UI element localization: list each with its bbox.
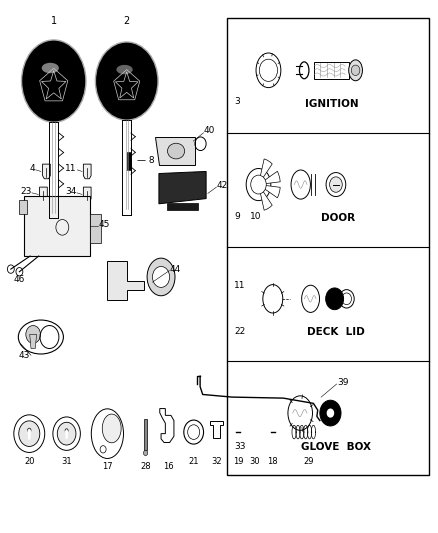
Circle shape: [326, 288, 343, 310]
Ellipse shape: [147, 258, 175, 296]
Ellipse shape: [302, 285, 319, 312]
Ellipse shape: [288, 396, 312, 430]
Polygon shape: [42, 164, 50, 179]
Bar: [251, 424, 257, 439]
Circle shape: [100, 446, 106, 453]
Text: 44: 44: [170, 264, 181, 273]
Polygon shape: [28, 430, 31, 440]
Ellipse shape: [42, 63, 59, 73]
Text: 22: 22: [234, 327, 246, 336]
Text: 19: 19: [233, 457, 243, 466]
Ellipse shape: [256, 53, 281, 87]
Text: 45: 45: [99, 220, 110, 229]
Ellipse shape: [291, 170, 311, 199]
Circle shape: [327, 408, 334, 418]
Ellipse shape: [21, 40, 86, 122]
Text: 30: 30: [249, 457, 259, 466]
Ellipse shape: [65, 429, 68, 432]
Circle shape: [14, 415, 45, 453]
Text: 4: 4: [30, 164, 35, 173]
Bar: [24, 196, 90, 256]
Text: 16: 16: [163, 463, 173, 471]
Bar: [127, 151, 131, 170]
Ellipse shape: [28, 428, 31, 432]
Text: 29: 29: [304, 457, 314, 466]
Text: 23: 23: [20, 187, 32, 196]
Wedge shape: [258, 184, 280, 198]
Ellipse shape: [18, 320, 64, 354]
Ellipse shape: [263, 285, 283, 313]
Text: 17: 17: [102, 463, 113, 471]
Circle shape: [152, 266, 170, 287]
Text: 39: 39: [337, 378, 349, 387]
Text: 34: 34: [65, 187, 77, 196]
Bar: [314, 62, 349, 79]
Polygon shape: [107, 261, 144, 301]
Circle shape: [53, 417, 80, 450]
Ellipse shape: [95, 42, 158, 120]
Circle shape: [7, 265, 14, 273]
Text: 31: 31: [61, 457, 72, 466]
Polygon shape: [159, 172, 206, 204]
Polygon shape: [39, 187, 47, 201]
Bar: [167, 203, 198, 210]
Text: 32: 32: [211, 457, 222, 466]
Text: 43: 43: [19, 351, 30, 360]
Ellipse shape: [349, 60, 362, 80]
Circle shape: [16, 268, 23, 276]
Bar: [227, 19, 429, 475]
Text: DECK  LID: DECK LID: [307, 327, 365, 337]
Circle shape: [320, 400, 341, 426]
Ellipse shape: [117, 65, 133, 74]
Text: 46: 46: [14, 274, 25, 284]
Text: 10: 10: [251, 212, 262, 221]
Polygon shape: [209, 421, 223, 438]
Text: — 8: — 8: [138, 157, 155, 165]
Text: 33: 33: [234, 442, 246, 450]
Text: 2: 2: [124, 16, 130, 26]
Polygon shape: [83, 187, 91, 201]
Circle shape: [326, 173, 346, 197]
Circle shape: [251, 175, 266, 194]
Text: 11: 11: [234, 281, 246, 290]
Text: 3: 3: [234, 97, 240, 106]
Ellipse shape: [102, 414, 121, 443]
Text: 11: 11: [65, 164, 77, 173]
Circle shape: [19, 421, 40, 447]
Text: 40: 40: [204, 126, 215, 135]
Text: 21: 21: [188, 457, 199, 466]
Text: 20: 20: [24, 457, 35, 466]
Bar: [90, 214, 101, 243]
Circle shape: [329, 177, 342, 192]
Polygon shape: [155, 138, 195, 165]
Circle shape: [26, 326, 40, 343]
Text: 28: 28: [140, 463, 151, 471]
Polygon shape: [160, 409, 174, 442]
Wedge shape: [258, 171, 280, 184]
Wedge shape: [258, 184, 272, 210]
Text: 18: 18: [267, 457, 278, 466]
Polygon shape: [65, 431, 68, 439]
Text: GLOVE  BOX: GLOVE BOX: [301, 442, 371, 451]
Circle shape: [144, 450, 148, 456]
Circle shape: [230, 423, 245, 441]
Circle shape: [351, 65, 360, 76]
Text: DOOR: DOOR: [321, 213, 355, 223]
Text: 42: 42: [217, 181, 228, 190]
Ellipse shape: [91, 409, 124, 458]
Text: 9: 9: [234, 212, 240, 221]
Ellipse shape: [246, 168, 271, 200]
Circle shape: [259, 59, 278, 82]
Ellipse shape: [167, 143, 185, 159]
Bar: [144, 419, 147, 450]
Text: 1: 1: [51, 16, 57, 26]
Text: IGNITION: IGNITION: [305, 99, 359, 109]
Wedge shape: [258, 159, 272, 184]
Polygon shape: [83, 164, 91, 179]
Polygon shape: [30, 334, 37, 349]
Circle shape: [57, 422, 76, 445]
Bar: [19, 200, 27, 214]
